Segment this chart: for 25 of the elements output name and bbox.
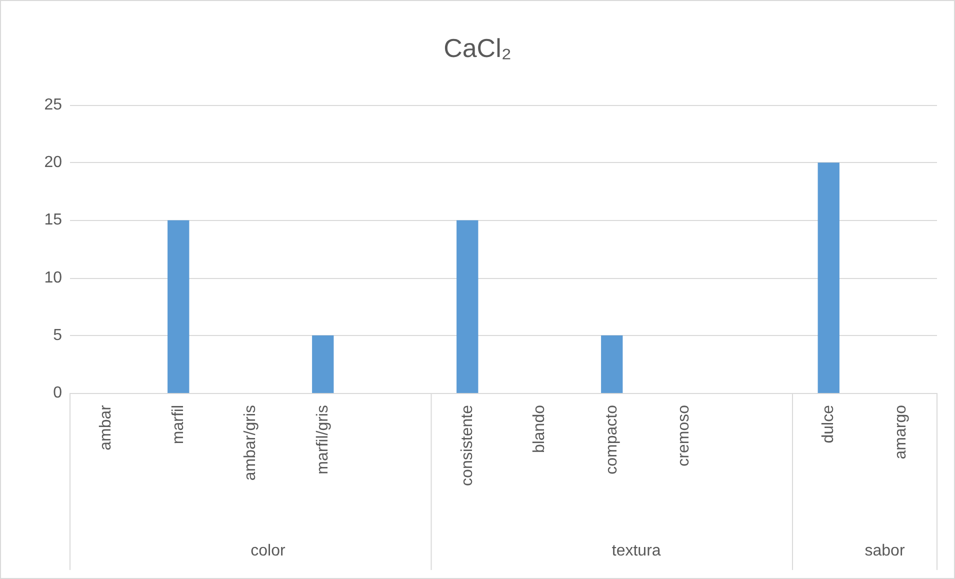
x-tick-label: marfil xyxy=(170,405,187,444)
bar xyxy=(818,162,840,393)
text: color xyxy=(250,542,286,560)
y-tick-label: 15 xyxy=(44,212,62,229)
bar xyxy=(601,335,623,393)
y-tick-label: 10 xyxy=(44,269,62,286)
x-tick-label: consistente xyxy=(458,404,476,486)
x-tick-label: marfil/gris xyxy=(314,405,332,474)
x-tick-label: cremoso xyxy=(676,404,693,466)
x-tick-label: blando xyxy=(531,404,548,454)
y-tick-label: 25 xyxy=(44,96,62,114)
chart-title: CaCl₂ xyxy=(444,33,512,63)
text: textura xyxy=(612,542,661,560)
y-tick-label: 0 xyxy=(53,384,62,402)
x-tick-label: ambar/gris xyxy=(242,405,260,481)
y-tick-label: 20 xyxy=(44,154,62,172)
x-tick-label: compacto xyxy=(603,404,620,474)
bar xyxy=(456,220,478,393)
y-tick-label: 5 xyxy=(53,326,62,344)
x-tick-label: amargo xyxy=(892,404,910,460)
x-tick-label: dulce xyxy=(820,404,838,444)
bar xyxy=(312,335,334,393)
bar xyxy=(168,220,190,393)
text: sabor xyxy=(864,542,906,560)
x-tick-label: ambar xyxy=(98,404,115,450)
